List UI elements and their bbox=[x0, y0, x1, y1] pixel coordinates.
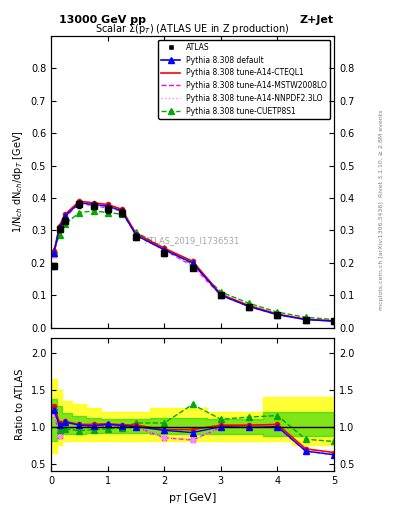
Pythia 8.308 tune-CUETP8S1 bbox=[275, 309, 280, 315]
Pythia 8.308 tune-CUETP8S1 bbox=[190, 261, 195, 267]
Text: Z+Jet: Z+Jet bbox=[300, 15, 334, 25]
Pythia 8.308 tune-A14-MSTW2008LO bbox=[134, 232, 138, 239]
Pythia 8.308 tune-CUETP8S1 bbox=[91, 208, 96, 214]
Pythia 8.308 tune-CUETP8S1 bbox=[332, 316, 336, 323]
Title: Scalar $\Sigma$(p$_T$) (ATLAS UE in Z production): Scalar $\Sigma$(p$_T$) (ATLAS UE in Z pr… bbox=[95, 22, 290, 36]
Pythia 8.308 tune-A14-MSTW2008LO bbox=[332, 318, 336, 324]
Pythia 8.308 tune-A14-MSTW2008LO bbox=[247, 304, 252, 310]
Line: Pythia 8.308 tune-A14-NNPDF2.3LO: Pythia 8.308 tune-A14-NNPDF2.3LO bbox=[52, 201, 336, 323]
Pythia 8.308 tune-A14-NNPDF2.3LO bbox=[247, 304, 252, 310]
Pythia 8.308 tune-A14-CTEQL1 bbox=[219, 291, 223, 297]
Pythia 8.308 tune-A14-NNPDF2.3LO bbox=[332, 318, 336, 324]
Text: 13000 GeV pp: 13000 GeV pp bbox=[59, 15, 146, 25]
Pythia 8.308 tune-A14-MSTW2008LO bbox=[190, 263, 195, 269]
Pythia 8.308 tune-A14-CTEQL1 bbox=[77, 198, 82, 204]
Pythia 8.308 tune-A14-MSTW2008LO bbox=[91, 203, 96, 209]
Pythia 8.308 tune-CUETP8S1 bbox=[219, 289, 223, 295]
Pythia 8.308 tune-A14-CTEQL1 bbox=[134, 230, 138, 237]
Pythia 8.308 tune-A14-MSTW2008LO bbox=[275, 312, 280, 318]
Text: ATLAS_2019_I1736531: ATLAS_2019_I1736531 bbox=[145, 236, 240, 245]
Pythia 8.308 tune-A14-NNPDF2.3LO bbox=[57, 226, 62, 232]
Legend: ATLAS, Pythia 8.308 default, Pythia 8.308 tune-A14-CTEQL1, Pythia 8.308 tune-A14: ATLAS, Pythia 8.308 default, Pythia 8.30… bbox=[158, 39, 330, 119]
Pythia 8.308 tune-A14-NNPDF2.3LO bbox=[219, 292, 223, 298]
Text: Rivet 3.1.10, ≥ 2.8M events: Rivet 3.1.10, ≥ 2.8M events bbox=[379, 110, 384, 197]
Pythia 8.308 tune-CUETP8S1 bbox=[51, 247, 56, 253]
Pythia 8.308 tune-A14-CTEQL1 bbox=[162, 245, 167, 251]
Pythia 8.308 tune-A14-CTEQL1 bbox=[303, 316, 308, 323]
Pythia 8.308 tune-A14-NNPDF2.3LO bbox=[91, 203, 96, 209]
Pythia 8.308 tune-A14-NNPDF2.3LO bbox=[51, 252, 56, 258]
Pythia 8.308 tune-A14-NNPDF2.3LO bbox=[162, 247, 167, 253]
Pythia 8.308 tune-A14-MSTW2008LO bbox=[51, 252, 56, 258]
Pythia 8.308 tune-CUETP8S1 bbox=[105, 209, 110, 216]
Pythia 8.308 tune-CUETP8S1 bbox=[162, 245, 167, 251]
Pythia 8.308 tune-A14-CTEQL1 bbox=[247, 303, 252, 309]
Pythia 8.308 tune-A14-CTEQL1 bbox=[119, 206, 124, 212]
Pythia 8.308 tune-A14-MSTW2008LO bbox=[105, 205, 110, 211]
Pythia 8.308 tune-CUETP8S1 bbox=[77, 209, 82, 216]
Pythia 8.308 tune-CUETP8S1 bbox=[303, 314, 308, 321]
Pythia 8.308 tune-A14-CTEQL1 bbox=[91, 200, 96, 206]
Pythia 8.308 tune-A14-MSTW2008LO bbox=[63, 215, 68, 221]
Pythia 8.308 tune-A14-NNPDF2.3LO bbox=[105, 205, 110, 211]
Pythia 8.308 tune-A14-NNPDF2.3LO bbox=[190, 263, 195, 269]
Line: Pythia 8.308 tune-CUETP8S1: Pythia 8.308 tune-CUETP8S1 bbox=[51, 208, 337, 323]
Pythia 8.308 tune-CUETP8S1 bbox=[119, 211, 124, 217]
Y-axis label: Ratio to ATLAS: Ratio to ATLAS bbox=[15, 369, 25, 440]
Pythia 8.308 tune-A14-CTEQL1 bbox=[63, 211, 68, 217]
Pythia 8.308 tune-A14-MSTW2008LO bbox=[219, 292, 223, 298]
Pythia 8.308 tune-A14-NNPDF2.3LO bbox=[119, 208, 124, 214]
Pythia 8.308 tune-A14-MSTW2008LO bbox=[162, 247, 167, 253]
Pythia 8.308 tune-CUETP8S1 bbox=[63, 221, 68, 227]
Line: Pythia 8.308 tune-A14-CTEQL1: Pythia 8.308 tune-A14-CTEQL1 bbox=[52, 199, 336, 323]
Pythia 8.308 tune-A14-MSTW2008LO bbox=[77, 200, 82, 206]
Pythia 8.308 tune-A14-CTEQL1 bbox=[332, 318, 336, 324]
Text: mcplots.cern.ch [arXiv:1306.3436]: mcplots.cern.ch [arXiv:1306.3436] bbox=[379, 202, 384, 310]
Pythia 8.308 tune-A14-CTEQL1 bbox=[190, 258, 195, 264]
Pythia 8.308 tune-A14-MSTW2008LO bbox=[303, 316, 308, 323]
Pythia 8.308 tune-CUETP8S1 bbox=[134, 229, 138, 235]
Line: Pythia 8.308 tune-A14-MSTW2008LO: Pythia 8.308 tune-A14-MSTW2008LO bbox=[52, 201, 336, 323]
Pythia 8.308 tune-A14-MSTW2008LO bbox=[119, 208, 124, 214]
Pythia 8.308 tune-A14-CTEQL1 bbox=[51, 248, 56, 254]
Y-axis label: 1/N$_{ch}$ dN$_{ch}$/dp$_T$ [GeV]: 1/N$_{ch}$ dN$_{ch}$/dp$_T$ [GeV] bbox=[11, 131, 25, 233]
X-axis label: p$_T$ [GeV]: p$_T$ [GeV] bbox=[168, 492, 217, 505]
Pythia 8.308 tune-A14-NNPDF2.3LO bbox=[77, 200, 82, 206]
Pythia 8.308 tune-A14-CTEQL1 bbox=[105, 201, 110, 207]
Pythia 8.308 tune-A14-CTEQL1 bbox=[275, 311, 280, 317]
Pythia 8.308 tune-A14-NNPDF2.3LO bbox=[134, 232, 138, 239]
Pythia 8.308 tune-CUETP8S1 bbox=[247, 300, 252, 306]
Pythia 8.308 tune-CUETP8S1 bbox=[57, 232, 62, 239]
Pythia 8.308 tune-A14-NNPDF2.3LO bbox=[63, 215, 68, 221]
Pythia 8.308 tune-A14-NNPDF2.3LO bbox=[303, 316, 308, 323]
Pythia 8.308 tune-A14-MSTW2008LO bbox=[57, 226, 62, 232]
Pythia 8.308 tune-A14-CTEQL1 bbox=[57, 222, 62, 228]
Pythia 8.308 tune-A14-NNPDF2.3LO bbox=[275, 312, 280, 318]
